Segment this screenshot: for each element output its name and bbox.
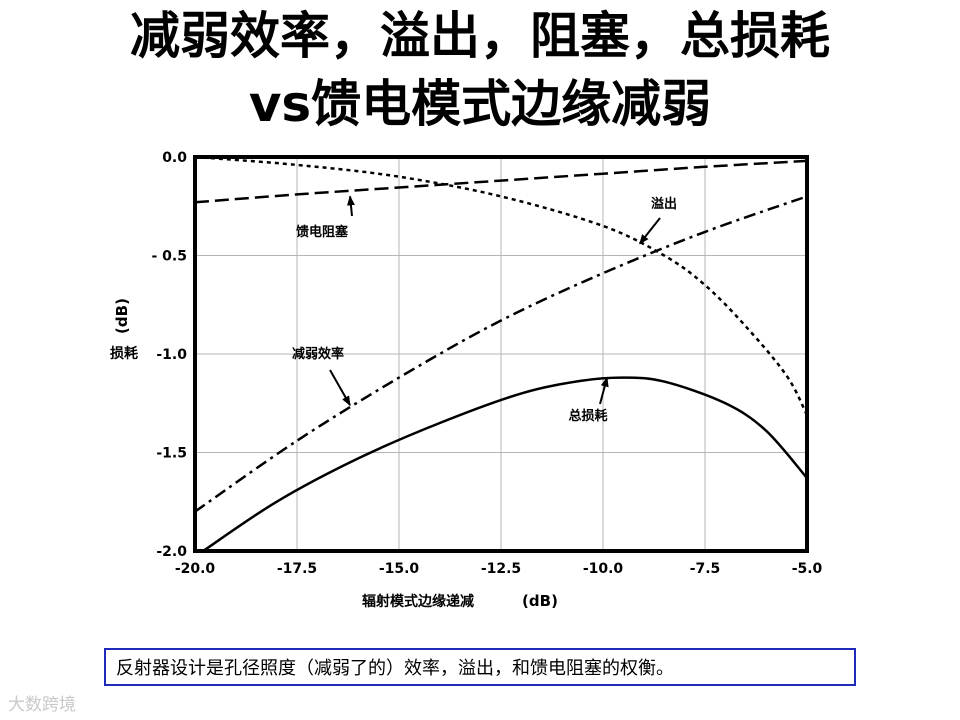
x-tick-label: -5.0 xyxy=(792,561,823,577)
x-tick-label: -12.5 xyxy=(481,561,521,577)
annotation-label: 总损耗 xyxy=(568,408,607,424)
y-tick-label: -1.5 xyxy=(156,446,187,462)
series-line xyxy=(202,376,808,553)
chart-area: -20.0 -17.5 -15.0 -12.5 -10.0 -7.5 -5.0 0.0 - 0.… xyxy=(110,150,823,610)
x-axis-label: 辐射模式边缘递减 xyxy=(362,593,474,610)
chart-title-line1: 减弱效率，溢出，阻塞，总损耗 xyxy=(130,7,830,65)
series-line xyxy=(194,159,808,204)
y-tick-label: 0.0 xyxy=(162,150,187,166)
caption-text: 反射器设计是孔径照度（减弱了的）效率，溢出，和馈电阻塞的权衡。 xyxy=(116,658,674,679)
x-tick-label: -7.5 xyxy=(690,561,721,577)
series-line xyxy=(194,195,808,513)
watermark-text: 大数跨境 xyxy=(8,695,76,715)
y-axis-unit: (dB) xyxy=(113,298,131,334)
tick-labels: -20.0 -17.5 -15.0 -12.5 -10.0 -7.5 -5.0 0.0 - 0.… xyxy=(152,150,823,577)
x-tick-label: -15.0 xyxy=(379,561,420,577)
caption-box: 反射器设计是孔径照度（减弱了的）效率，溢出，和馈电阻塞的权衡。 xyxy=(104,648,856,686)
y-tick-label: - 0.5 xyxy=(152,249,188,265)
series-group xyxy=(194,155,809,553)
annotation-label: 减弱效率 xyxy=(292,346,344,362)
chart-title-line2: vs馈电模式边缘减弱 xyxy=(248,75,712,133)
annotation-arrow xyxy=(329,369,351,407)
annotation-arrow xyxy=(638,217,661,245)
x-tick-label: -20.0 xyxy=(175,561,216,577)
watermark-logo: 大数跨境 xyxy=(8,690,76,715)
y-tick-label: -2.0 xyxy=(156,544,187,560)
x-axis-unit: (dB) xyxy=(522,592,558,610)
y-axis-label: 损耗 xyxy=(110,345,138,362)
annotation-label: 馈电阻塞 xyxy=(296,224,349,240)
plot-frame xyxy=(193,155,809,553)
annotation-arrow xyxy=(346,195,355,217)
annotation-label: 溢出 xyxy=(651,196,677,212)
x-tick-label: -17.5 xyxy=(277,561,317,577)
x-tick-label: -10.0 xyxy=(583,561,624,577)
annotation-arrow xyxy=(599,376,609,405)
series-line xyxy=(194,155,809,416)
y-tick-label: -1.0 xyxy=(156,347,187,363)
grid xyxy=(195,157,807,551)
